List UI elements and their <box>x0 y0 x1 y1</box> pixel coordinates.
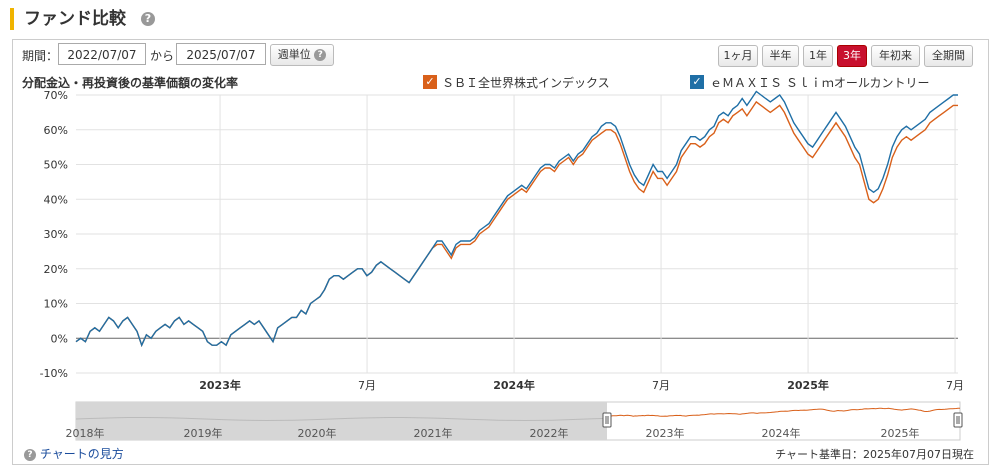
chart-help-link-label: チャートの見方 <box>39 447 124 461</box>
legend-checkbox-sbi[interactable]: ✓ <box>423 75 437 89</box>
page-header: ファンド比較 ? <box>10 6 990 32</box>
navigator-tick-label: 2025年 <box>881 426 920 440</box>
x-tick-label: 7月 <box>652 379 670 392</box>
weekly-unit-label: 週単位 <box>277 48 311 61</box>
to-date-input[interactable]: 2025/07/07 <box>176 43 266 65</box>
page-title: ファンド比較 <box>24 9 126 29</box>
y-tick-label: 40% <box>44 193 68 206</box>
navigator-tick-label: 2022年 <box>530 426 569 440</box>
weekly-unit-button[interactable]: 週単位 ? <box>270 44 334 66</box>
navigator-history-line <box>75 417 608 422</box>
navigator-tick-label: 2024年 <box>762 426 801 440</box>
legend-label-sbi: ＳＢＩ全世界株式インデックス <box>442 76 610 90</box>
navigator-tick-label: 2021年 <box>414 426 453 440</box>
navigator-tick-label: 2019年 <box>184 426 223 440</box>
header-accent-bar <box>10 8 14 30</box>
navigator-mask <box>76 402 607 440</box>
chart-base-date: チャート基準日：2025年07月07日現在 <box>775 448 974 461</box>
navigator-series-line <box>606 407 960 417</box>
y-tick-label: -10% <box>40 367 68 380</box>
period-label: 期間： <box>22 49 59 63</box>
help-icon[interactable]: ? <box>141 12 155 26</box>
range-button-0[interactable]: 1ヶ月 <box>718 45 758 67</box>
range-button-5[interactable]: 全期間 <box>924 45 973 67</box>
navigator-tick-label: 2023年 <box>646 426 685 440</box>
range-button-2[interactable]: 1年 <box>803 45 833 67</box>
legend-checkbox-emaxis[interactable]: ✓ <box>690 75 704 89</box>
series-line-1 <box>75 90 958 348</box>
y-tick-label: 30% <box>44 228 68 241</box>
x-tick-label: 2025年 <box>787 378 829 392</box>
x-tick-label: 2023年 <box>199 378 241 392</box>
navigator-handle-1 <box>953 412 963 428</box>
y-tick-label: 10% <box>44 298 68 311</box>
range-button-4[interactable]: 年初来 <box>871 45 920 67</box>
navigator-tick-label: 2020年 <box>298 426 337 440</box>
y-tick-label: 20% <box>44 263 68 276</box>
range-button-1[interactable]: 半年 <box>762 45 799 67</box>
chart-help-link[interactable]: ? チャートの見方 <box>24 445 124 462</box>
y-tick-label: 50% <box>44 159 68 172</box>
legend-label-emaxis: ｅＭＡＸＩＳ Ｓｌｉｍオールカントリー <box>710 76 930 90</box>
y-tick-label: 70% <box>44 89 68 102</box>
x-tick-label: 2024年 <box>493 378 535 392</box>
help-icon: ? <box>24 448 36 461</box>
navigator-handle-0 <box>602 412 612 428</box>
x-tick-label: 7月 <box>358 379 376 392</box>
help-icon[interactable]: ? <box>314 49 327 61</box>
kara-label: から <box>150 49 175 63</box>
navigator-tick-label: 2018年 <box>66 426 105 440</box>
y-tick-label: 60% <box>44 124 68 137</box>
y-tick-label: 0% <box>51 332 68 345</box>
chart-subtitle: 分配金込・再投資後の基準価額の変化率 <box>22 76 239 90</box>
from-date-input[interactable]: 2022/07/07 <box>58 43 146 65</box>
range-button-3[interactable]: 3年 <box>837 45 867 67</box>
x-tick-label: 7月 <box>946 379 964 392</box>
